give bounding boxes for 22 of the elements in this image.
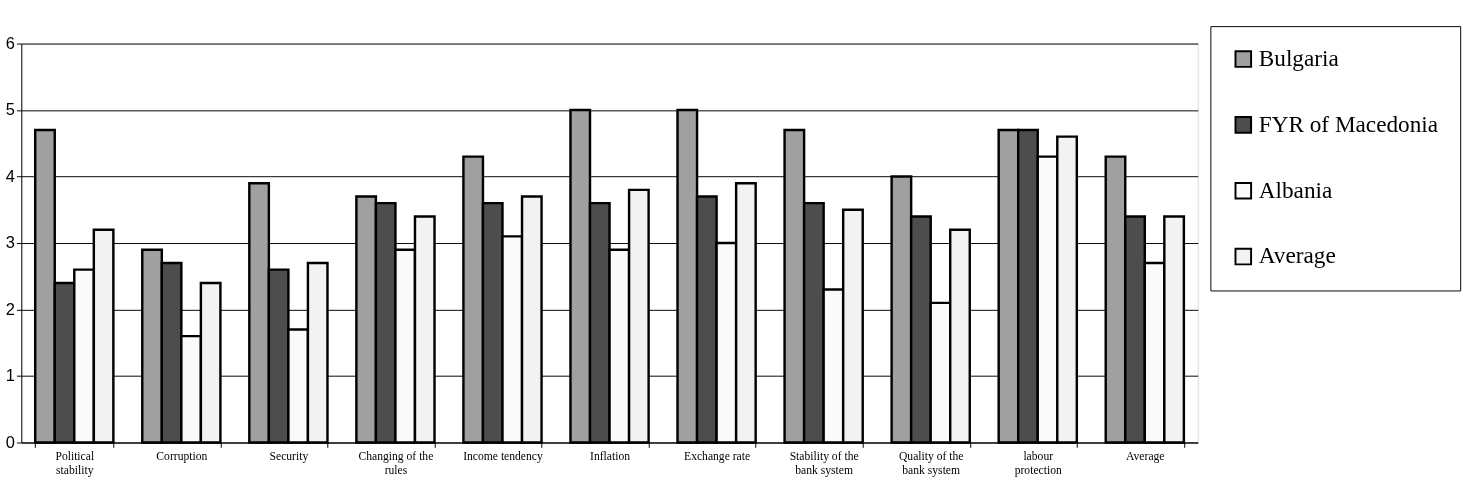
legend-label: Average: [1258, 242, 1336, 269]
x-tick-label: Stability of the bank system: [789, 450, 859, 477]
x-tick-label: Corruption: [156, 450, 208, 464]
x-tick-label: Changing of the rules: [358, 450, 434, 477]
legend-label: Bulgaria: [1258, 44, 1339, 71]
legend-label: Albania: [1258, 176, 1333, 203]
x-tick-label: Political stability: [55, 450, 95, 477]
x-tick-label: Security: [269, 450, 309, 464]
y-tick-label: 3: [5, 233, 16, 252]
x-tick-label: Exchange rate: [684, 450, 751, 464]
y-tick-label: 5: [5, 100, 16, 119]
y-tick-label: 6: [5, 33, 16, 52]
y-tick-label: 1: [5, 366, 16, 385]
y-tick-label: 0: [5, 432, 16, 451]
x-tick-label: Quality of the bank system: [898, 450, 964, 477]
legend-label: FYR of Macedonia: [1258, 110, 1439, 137]
y-tick-label: 2: [5, 299, 16, 318]
x-tick-label: labour protection: [1014, 450, 1062, 477]
x-tick-label: Average: [1126, 450, 1165, 464]
y-tick-label: 4: [5, 166, 16, 185]
x-tick-label: Inflation: [590, 450, 631, 464]
x-tick-label: Income tendency: [463, 450, 543, 464]
